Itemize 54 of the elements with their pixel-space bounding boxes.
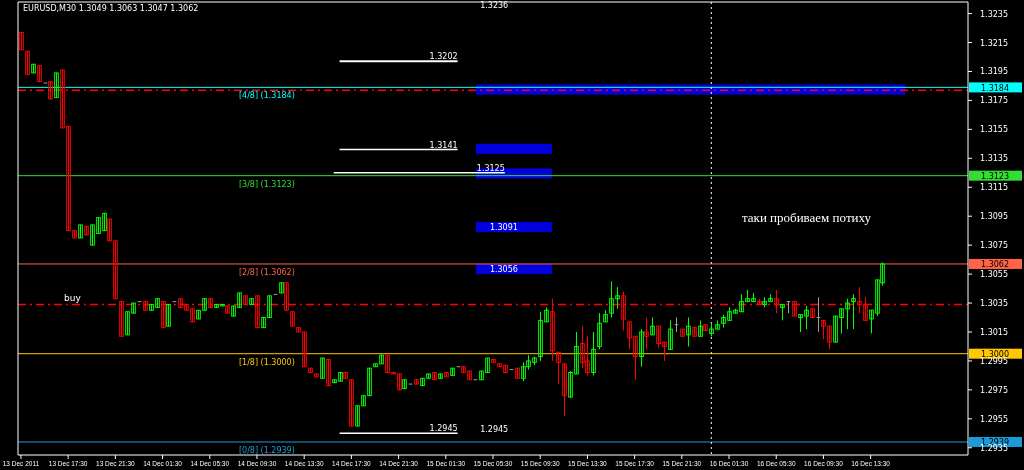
candlestick xyxy=(562,363,567,417)
y-tick-label: 1.3095 xyxy=(980,212,1008,222)
candlestick xyxy=(668,319,673,350)
annotation: 1.3125 xyxy=(476,163,505,173)
band-label: 1.3056 xyxy=(489,264,518,274)
y-tick-label: 1.3123 xyxy=(981,172,1009,182)
y-tick-label: 1.3115 xyxy=(980,183,1008,193)
ref-line-label: [3/8] (1.3123) xyxy=(238,179,295,189)
ref-line-label: [0/8] (1.2939) xyxy=(238,445,295,455)
ref-line-label: [4/8] (1.3184) xyxy=(238,91,295,101)
candlestick xyxy=(349,379,354,427)
y-tick-label: 1.2955 xyxy=(980,414,1008,424)
candlestick xyxy=(644,317,649,350)
y-tick-label: 1.3015 xyxy=(980,327,1008,337)
y-tick-label: 1.3035 xyxy=(980,299,1008,309)
annotation: 1.2945 xyxy=(480,425,509,434)
annotation: 1.3202 xyxy=(429,52,458,62)
candlestick xyxy=(320,357,325,379)
annotation: таки пробиваем потиху xyxy=(741,210,872,225)
candlestick xyxy=(686,317,691,347)
annotation: 1.3236 xyxy=(480,1,509,10)
annotation: 1.2945 xyxy=(429,424,458,434)
y-tick-label: 1.3075 xyxy=(980,241,1008,251)
ref-line-label: [2/8] (1.3062) xyxy=(238,267,295,277)
candlestick xyxy=(19,31,24,51)
candlestick xyxy=(290,311,295,327)
band-label: 1.3091 xyxy=(489,222,518,232)
y-tick-label: 1.3235 xyxy=(980,9,1008,19)
candlestick xyxy=(25,50,30,75)
y-tick-label: 1.3135 xyxy=(980,154,1008,164)
y-tick-label: 1.2975 xyxy=(980,385,1008,395)
candlestick xyxy=(54,72,59,99)
candlestick xyxy=(37,65,42,83)
y-tick-label: 1.3195 xyxy=(980,67,1008,77)
candlestick xyxy=(515,367,520,379)
candlestick xyxy=(556,351,561,385)
chart-title: EURUSD,M30 1.3049 1.3063 1.3047 1.3062 xyxy=(23,4,199,13)
y-tick-label: 1.3184 xyxy=(981,83,1009,93)
annotation: 1.3141 xyxy=(429,140,458,150)
candlestick xyxy=(597,312,602,350)
candlestick xyxy=(326,358,331,387)
candlestick xyxy=(639,328,644,368)
ref-line-label: [1/8] (1.3000) xyxy=(238,357,295,367)
y-tick-label: 1.3055 xyxy=(980,270,1008,280)
y-tick-label: 1.3155 xyxy=(980,125,1008,135)
candlestick xyxy=(166,303,171,327)
y-tick-label: 1.3215 xyxy=(980,38,1008,48)
candlestick xyxy=(698,319,703,337)
candlestick xyxy=(851,293,856,330)
ref-line-label: buy xyxy=(64,293,82,304)
y-tick-label: 1.3062 xyxy=(981,260,1009,270)
candlestick xyxy=(591,331,596,376)
y-tick-label: 1.3175 xyxy=(980,96,1008,106)
candlestick xyxy=(279,282,284,294)
